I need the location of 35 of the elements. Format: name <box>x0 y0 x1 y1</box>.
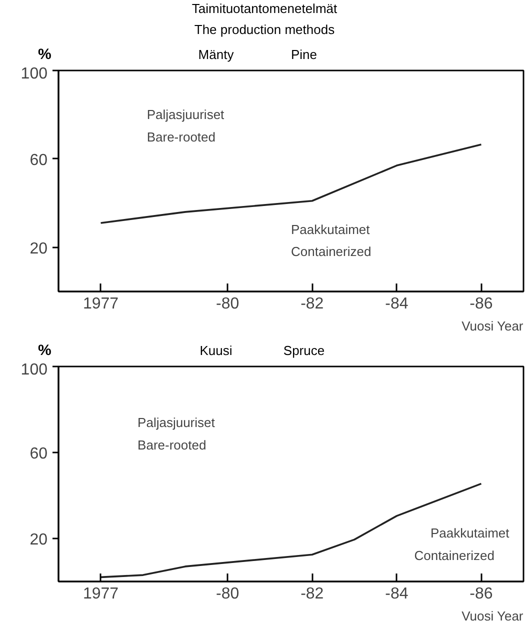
annotation: Containerized <box>414 548 494 564</box>
annotation: Bare-rooted <box>146 129 216 144</box>
text: Pine <box>290 46 318 64</box>
text: Spruce <box>283 342 325 360</box>
chart-subtitle: The production methods <box>193 21 336 39</box>
annotation: Paljasjuuriset <box>146 107 225 122</box>
x-tick-label: -84 <box>385 296 408 312</box>
y-tick-label: 100 <box>20 362 48 378</box>
y-axis-title: % <box>38 45 52 65</box>
x-tick-label: -82 <box>300 296 324 312</box>
x-tick-label: 1977 <box>82 586 119 602</box>
y-tick-label: 60 <box>30 446 48 462</box>
annotation: Paakkutaimet <box>291 222 370 238</box>
x-axis-title: Vuosi Year <box>462 318 524 334</box>
x-tick-label: -84 <box>385 586 408 602</box>
y-axis-title: % <box>38 341 52 361</box>
y-tick-label: 60 <box>30 152 48 169</box>
chart-title: Taimituotantomenetelmät <box>190 0 338 18</box>
text: Mänty <box>198 46 234 64</box>
y-tick-label: 20 <box>30 532 48 548</box>
x-tick-label: 1977 <box>82 296 119 312</box>
x-tick-label: -82 <box>300 586 324 602</box>
x-tick-label: -86 <box>470 296 493 312</box>
line-series <box>100 144 482 224</box>
x-tick-label: -80 <box>216 586 240 602</box>
text: Kuusi <box>200 342 232 360</box>
x-tick-label: -86 <box>470 586 493 602</box>
x-axis-title: Vuosi Year <box>462 608 524 624</box>
x-tick-label: -80 <box>216 296 240 312</box>
annotation: Paakkutaimet <box>430 526 510 541</box>
annotation: Bare-rooted <box>138 437 206 452</box>
annotation: Paljasjuuriset <box>138 414 216 430</box>
annotation: Containerized <box>291 244 372 260</box>
y-tick-label: 100 <box>20 66 48 82</box>
y-tick-label: 20 <box>30 240 48 258</box>
